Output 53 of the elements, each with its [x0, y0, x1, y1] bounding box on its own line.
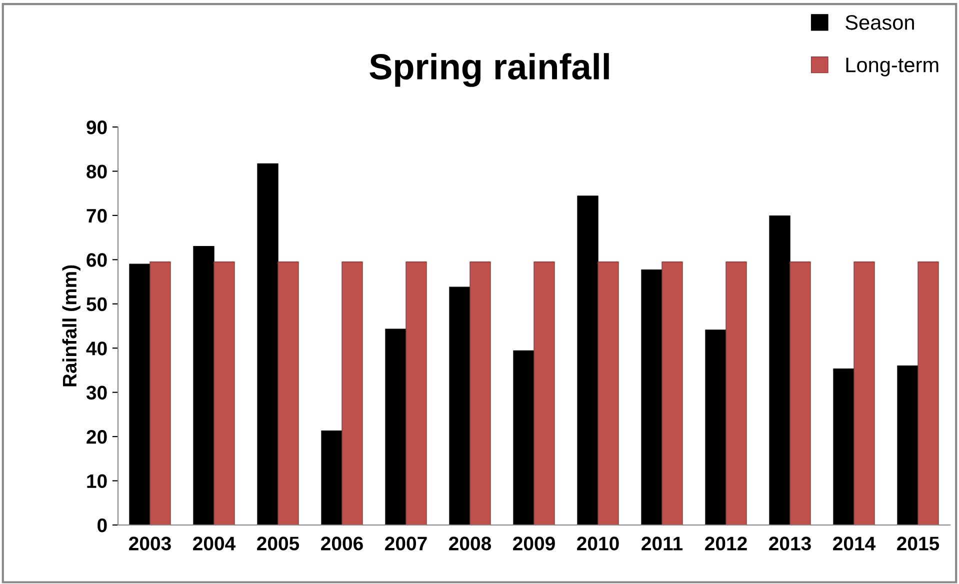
- bar: [449, 286, 470, 525]
- bar: [342, 262, 363, 525]
- bar: [321, 430, 342, 525]
- bar: [534, 262, 555, 525]
- y-tick-label: 70: [86, 208, 107, 223]
- bar: [150, 262, 171, 525]
- bar: [833, 368, 854, 525]
- x-tick-label: 2015: [897, 536, 940, 550]
- x-tick-label: 2012: [705, 536, 747, 550]
- y-tick-label: 80: [86, 164, 107, 178]
- bar: [769, 216, 790, 525]
- bar: [662, 262, 683, 525]
- x-tick-label: 2014: [833, 536, 876, 550]
- bar: [193, 246, 214, 525]
- bar: [257, 163, 278, 525]
- bar: [214, 262, 235, 525]
- y-tick-label: 10: [87, 474, 107, 488]
- x-tick-label: 2010: [577, 536, 619, 550]
- y-axis-title: Rainfall (mm): [62, 265, 80, 386]
- bar: [897, 365, 918, 525]
- x-tick-label: 2011: [642, 536, 683, 550]
- x-tick-label: 2006: [321, 536, 363, 550]
- bar: [598, 262, 619, 525]
- x-tick-label: 2005: [257, 536, 300, 550]
- bar: [790, 262, 811, 525]
- y-tick-label: 30: [86, 386, 107, 400]
- legend-label: Long-term: [846, 58, 938, 76]
- y-tick-label: 50: [86, 297, 107, 312]
- y-tick-label: 60: [86, 253, 107, 267]
- bar: [705, 330, 726, 525]
- chart-title: Spring rainfall: [370, 53, 609, 87]
- x-tick-label: 2013: [769, 536, 811, 550]
- x-tick-label: 2004: [193, 536, 236, 550]
- bar: [854, 262, 875, 525]
- bar: [726, 262, 747, 525]
- y-tick-label: 20: [86, 430, 107, 444]
- bar: [641, 269, 662, 525]
- bar: [470, 262, 491, 525]
- legend-label: Season: [846, 15, 914, 30]
- x-tick-label: 2003: [129, 536, 171, 550]
- bar: [513, 350, 534, 525]
- bar: [577, 196, 598, 525]
- y-tick-label: 0: [98, 518, 107, 532]
- y-tick-label: 40: [86, 342, 107, 356]
- bar: [278, 262, 299, 525]
- x-tick-label: 2009: [513, 536, 555, 550]
- bar: [918, 262, 939, 525]
- y-tick-label: 90: [86, 120, 107, 134]
- bar: [129, 264, 150, 525]
- bar: [406, 262, 427, 525]
- bar: [385, 328, 406, 525]
- x-tick-label: 2008: [449, 536, 492, 550]
- x-tick-label: 2007: [385, 536, 427, 550]
